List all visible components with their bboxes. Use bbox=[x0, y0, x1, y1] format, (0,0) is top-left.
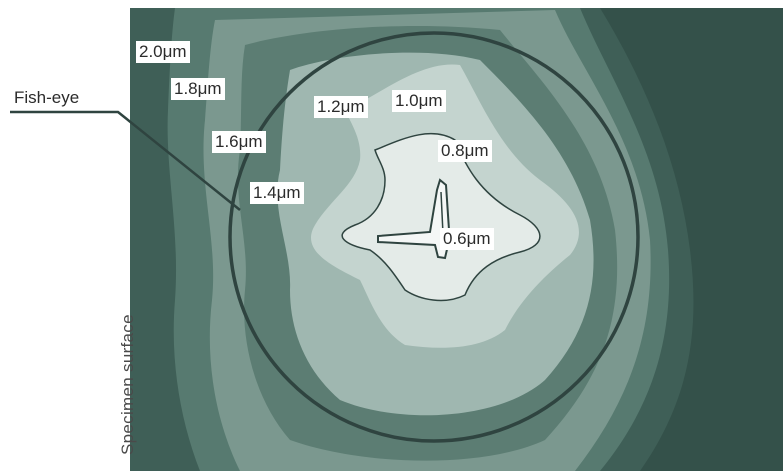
contour-label-0-8: 0.8μm bbox=[438, 140, 492, 162]
contour-label-1-6: 1.6μm bbox=[212, 131, 266, 153]
fish-eye-label: Fish-eye bbox=[14, 88, 80, 107]
contour-label-1-8: 1.8μm bbox=[171, 78, 225, 100]
specimen-surface-label: Specimen surface bbox=[118, 314, 137, 455]
fish-eye-callout-line bbox=[10, 110, 241, 211]
fish-eye-circle bbox=[228, 31, 640, 443]
contour-label-1-0: 1.0μm bbox=[392, 90, 446, 112]
crack-line bbox=[440, 191, 444, 235]
contour-label-0-6: 0.6μm bbox=[440, 228, 494, 250]
contour-label-1-2: 1.2μm bbox=[314, 96, 368, 118]
contour-label-2-0: 2.0μm bbox=[136, 41, 190, 63]
band-right-dark bbox=[600, 8, 783, 471]
contour-label-1-4: 1.4μm bbox=[250, 182, 304, 204]
